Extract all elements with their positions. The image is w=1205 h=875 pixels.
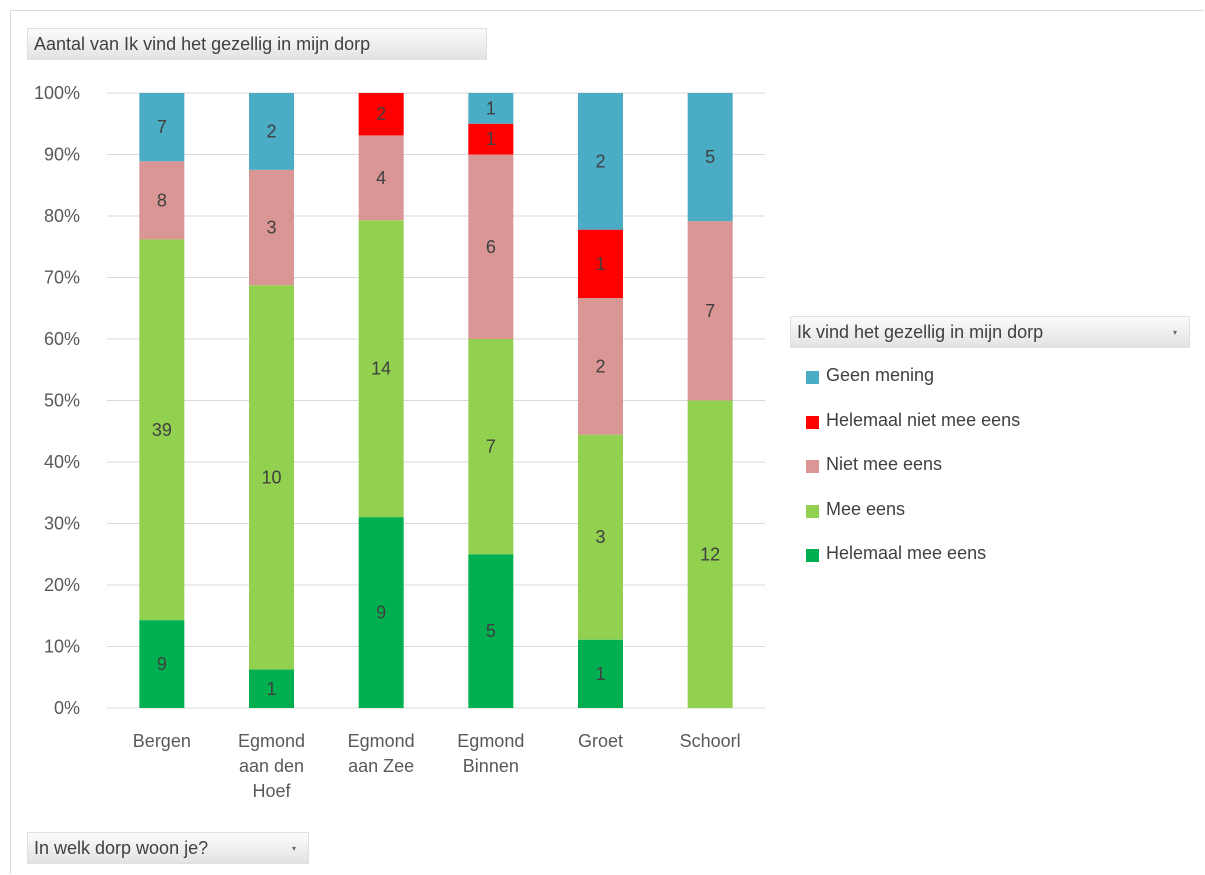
data-label: 6 [486,237,496,257]
y-tick-label: 20% [44,575,80,595]
data-label: 1 [486,98,496,118]
legend-label: Helemaal mee eens [826,543,987,563]
legend-field-label: Ik vind het gezellig in mijn dorp [797,322,1044,342]
data-label: 8 [157,190,167,210]
data-label: 1 [595,254,605,274]
y-tick-label: 50% [44,391,80,411]
data-label: 4 [376,168,386,188]
data-label: 7 [705,301,715,321]
data-label: 9 [376,603,386,623]
data-label: 2 [595,356,605,376]
bar-segment [578,639,623,708]
bar-segment [249,285,294,670]
x-tick-label: Groet [578,731,623,751]
y-tick-label: 0% [54,698,80,718]
value-field-button[interactable]: Aantal van Ik vind het gezellig in mijn … [27,28,487,60]
data-label: 5 [705,147,715,167]
y-tick-label: 70% [44,268,80,288]
x-tick-label: Schoorl [680,731,741,751]
legend-label: Niet mee eens [826,454,943,474]
x-tick-label: Binnen [463,756,519,776]
y-tick-label: 10% [44,637,80,657]
bar-segment [578,298,623,435]
dropdown-arrow-icon[interactable]: ▾ [1172,328,1177,337]
bar-segment [249,169,294,286]
data-label: 2 [266,121,276,141]
bar-segment [358,93,404,136]
data-label: 1 [486,129,496,149]
x-tick-label: aan Zee [348,756,414,776]
data-label: 39 [152,420,172,440]
chart-area [10,10,1204,874]
x-tick-label: Egmond [238,731,305,751]
data-label: 2 [376,104,386,124]
data-label: 12 [700,544,720,564]
bar-segment [358,135,404,221]
bar-segment [468,154,514,339]
data-label: 7 [157,117,167,137]
bar-segment [249,93,294,170]
legend-label: Geen mening [826,365,935,385]
x-tick-label: Bergen [133,731,191,751]
legend-swatch [806,415,819,429]
bar-segment [139,620,185,708]
bar-segment [249,669,294,708]
axis-field-label: In welk dorp woon je? [34,838,209,858]
data-label: 2 [595,151,605,171]
y-tick-label: 100% [34,83,80,103]
data-label: 7 [486,437,496,457]
legend-swatch [806,549,819,562]
bar-segment [358,220,404,518]
x-tick-label: Hoef [252,781,291,801]
dropdown-arrow-icon[interactable]: ▾ [291,844,296,853]
y-tick-label: 40% [44,452,80,472]
bar-segment [687,221,733,401]
y-tick-label: 60% [44,329,80,349]
x-tick-label: Egmond [348,731,415,751]
bar-segment [468,339,514,555]
legend-swatch [806,371,819,384]
bar-segment [578,434,623,640]
data-label: 5 [486,621,496,641]
bar-segment [468,93,514,124]
bar-segment [578,93,623,230]
data-label: 14 [371,359,391,379]
data-label: 3 [266,218,276,238]
bar-segment [139,239,185,621]
value-field-label: Aantal van Ik vind het gezellig in mijn … [34,34,371,54]
bar-segment [687,400,733,708]
bar-segment [468,123,514,155]
bar-segment [358,517,404,708]
data-label: 1 [266,679,276,699]
axis-field-button[interactable]: In welk dorp woon je? ▾ [27,832,309,864]
data-label: 9 [157,654,167,674]
y-tick-label: 30% [44,514,80,534]
data-label: 10 [261,467,281,487]
data-label: 3 [595,527,605,547]
x-tick-label: Egmond [457,731,524,751]
data-label: 1 [595,664,605,684]
bar-segment [578,229,623,298]
legend-label: Mee eens [826,498,906,519]
legend-field-button[interactable]: Ik vind het gezellig in mijn dorp ▾ [790,316,1190,348]
bar-segment [139,93,185,162]
y-tick-label: 90% [44,145,80,165]
legend-swatch [806,460,819,473]
x-tick-label: aan den [239,756,304,776]
bar-segment [687,93,733,222]
bar-segment [468,554,514,708]
y-tick-label: 80% [44,206,80,226]
legend-swatch [806,504,819,518]
legend-label: Helemaal niet mee eens [826,409,1021,430]
bar-segment [139,161,185,240]
